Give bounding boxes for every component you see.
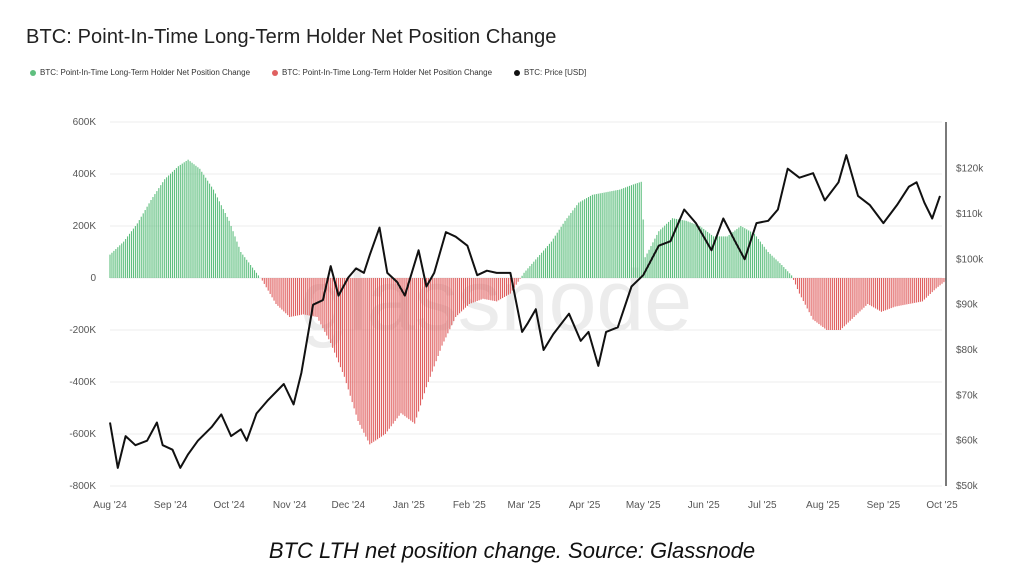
bars-group <box>109 159 947 445</box>
x-tick-label: Jul '25 <box>748 500 777 511</box>
figure-caption: BTC LTH net position change. Source: Gla… <box>268 538 756 563</box>
left-tick-label: -400K <box>69 377 96 388</box>
x-tick-label: Dec '24 <box>331 500 365 511</box>
right-tick-label: $60k <box>956 436 979 447</box>
right-tick-label: $70k <box>956 390 979 401</box>
right-tick-label: $120k <box>956 164 984 175</box>
left-tick-label: 600K <box>73 117 97 128</box>
legend-label-negative: BTC: Point-In-Time Long-Term Holder Net … <box>282 68 493 77</box>
legend-dot-price <box>514 69 521 76</box>
left-tick-label: 200K <box>73 221 97 232</box>
left-tick-label: -200K <box>69 325 96 336</box>
legend-item-price[interactable]: BTC: Price [USD] <box>514 68 586 77</box>
legend-dot-negative <box>272 69 279 76</box>
price-line <box>109 154 941 469</box>
page-title: BTC: Point-In-Time Long-Term Holder Net … <box>26 26 557 48</box>
right-tick-label: $90k <box>956 300 979 311</box>
x-tick-label: Sep '25 <box>867 500 901 511</box>
right-tick-label: $80k <box>956 345 979 356</box>
x-tick-label: Apr '25 <box>569 500 601 511</box>
legend-item-positive[interactable]: BTC: Point-In-Time Long-Term Holder Net … <box>30 68 250 77</box>
x-tick-label: Oct '24 <box>213 500 245 511</box>
x-tick-label: Sep '24 <box>154 500 188 511</box>
chart-legend: BTC: Point-In-Time Long-Term Holder Net … <box>30 68 586 77</box>
right-tick-label: $100k <box>956 254 984 265</box>
right-tick-label: $50k <box>956 481 979 492</box>
x-axis-ticks: Aug '24 Sep '24 Oct '24 Nov '24 Dec '24 Jan '… <box>93 500 958 511</box>
x-tick-label: Jun '25 <box>688 500 720 511</box>
x-tick-label: Jan '25 <box>393 500 425 511</box>
legend-dot-positive <box>30 69 36 76</box>
x-tick-label: Oct '25 <box>926 500 958 511</box>
legend-label-positive: BTC: Point-In-Time Long-Term Holder Net … <box>40 68 251 77</box>
left-axis-ticks: 600K 400K 200K 0 -200K -400K -600K -800K <box>69 117 96 492</box>
x-tick-label: Nov '24 <box>273 500 307 511</box>
legend-item-negative[interactable]: BTC: Point-In-Time Long-Term Holder Net … <box>272 68 492 77</box>
right-axis-ticks: $120k $110k $100k $90k $80k $70k $60k $50k <box>956 164 984 492</box>
right-tick-label: $110k <box>956 209 984 220</box>
x-tick-label: Mar '25 <box>508 500 541 511</box>
x-tick-label: May '25 <box>626 500 661 511</box>
left-tick-label: -800K <box>69 481 96 492</box>
left-tick-label: 400K <box>73 169 97 180</box>
x-tick-label: Aug '24 <box>93 500 127 511</box>
left-tick-label: -600K <box>69 429 96 440</box>
x-tick-label: Aug '25 <box>806 500 840 511</box>
legend-label-price: BTC: Price [USD] <box>524 68 587 77</box>
x-tick-label: Feb '25 <box>453 500 486 511</box>
left-tick-label: 0 <box>90 273 96 284</box>
